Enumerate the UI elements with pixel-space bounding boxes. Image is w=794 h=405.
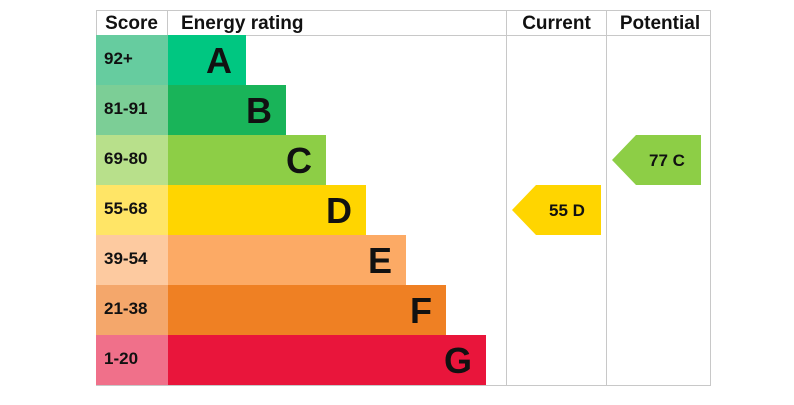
band-bar-a <box>168 35 246 85</box>
potential-column-header: Potential <box>620 13 700 34</box>
current-column-header: Current <box>522 13 591 34</box>
score-cell-f <box>96 285 168 335</box>
band-row-e: 39-54 E <box>96 235 406 285</box>
band-bar-f <box>168 285 446 335</box>
current-rating-indicator: 55 D <box>512 185 601 235</box>
band-bar-b <box>168 85 286 135</box>
score-cell-d <box>96 185 168 235</box>
score-range-f: 21-38 <box>104 299 147 318</box>
band-row-a: 92+ A <box>96 35 246 85</box>
current-rating-indicator-arrow <box>512 185 601 235</box>
band-row-f: 21-38 F <box>96 285 446 335</box>
band-bar-d <box>168 185 366 235</box>
band-row-d: 55-68 D <box>96 185 366 235</box>
band-bar-e <box>168 235 406 285</box>
rating-bands: 92+ A 81-91 B 69-80 C 55-68 D 39-54 E 21-38 F 1-20 G <box>96 35 486 385</box>
band-letter-c: C <box>286 140 312 181</box>
score-column-header: Score <box>105 13 158 34</box>
header-row: Score Energy rating Current Potential <box>105 13 700 34</box>
rating-indicators: 55 D 77 C <box>512 135 701 235</box>
potential-rating-indicator-label: 77 C <box>649 151 685 170</box>
band-row-b: 81-91 B <box>96 85 286 135</box>
current-rating-indicator-label: 55 D <box>549 201 585 220</box>
score-cell-g <box>96 335 168 385</box>
score-cell-c <box>96 135 168 185</box>
band-bar-g <box>168 335 486 385</box>
score-range-g: 1-20 <box>104 349 138 368</box>
score-range-d: 55-68 <box>104 199 147 218</box>
score-range-c: 69-80 <box>104 149 147 168</box>
band-row-c: 69-80 C <box>96 135 326 185</box>
band-row-g: 1-20 G <box>96 335 486 385</box>
band-letter-e: E <box>368 240 392 281</box>
score-range-b: 81-91 <box>104 99 147 118</box>
energy-rating-column-header: Energy rating <box>181 13 303 34</box>
band-bar-c <box>168 135 326 185</box>
score-range-e: 39-54 <box>104 249 148 268</box>
band-letter-g: G <box>444 340 472 381</box>
score-cell-a <box>96 35 168 85</box>
potential-rating-indicator-arrow <box>612 135 701 185</box>
band-letter-d: D <box>326 190 352 231</box>
score-range-a: 92+ <box>104 49 133 68</box>
band-letter-a: A <box>206 40 232 81</box>
band-letter-f: F <box>410 290 432 331</box>
potential-rating-indicator: 77 C <box>612 135 701 185</box>
score-cell-e <box>96 235 168 285</box>
band-letter-b: B <box>246 90 272 131</box>
score-cell-b <box>96 85 168 135</box>
